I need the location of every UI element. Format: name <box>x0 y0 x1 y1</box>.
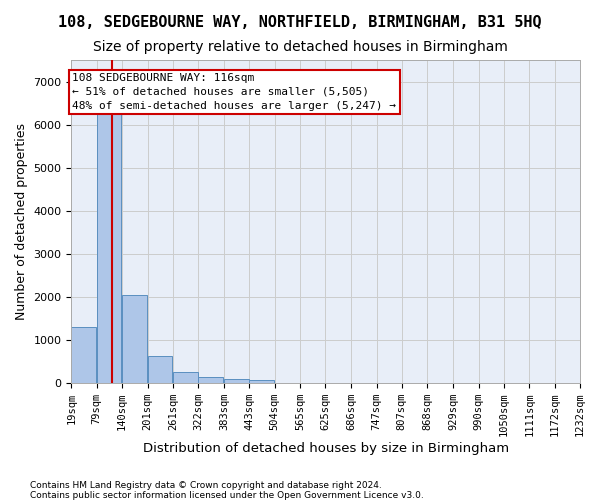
Bar <box>148 356 172 383</box>
Bar <box>122 294 147 383</box>
Bar <box>173 372 197 383</box>
Text: 108, SEDGEBOURNE WAY, NORTHFIELD, BIRMINGHAM, B31 5HQ: 108, SEDGEBOURNE WAY, NORTHFIELD, BIRMIN… <box>58 15 542 30</box>
Y-axis label: Number of detached properties: Number of detached properties <box>15 123 28 320</box>
X-axis label: Distribution of detached houses by size in Birmingham: Distribution of detached houses by size … <box>143 442 509 455</box>
Text: Contains HM Land Registry data © Crown copyright and database right 2024.: Contains HM Land Registry data © Crown c… <box>30 481 382 490</box>
Bar <box>224 379 248 383</box>
Bar <box>71 327 96 383</box>
Text: Size of property relative to detached houses in Birmingham: Size of property relative to detached ho… <box>92 40 508 54</box>
Bar <box>249 380 274 383</box>
Text: 108 SEDGEBOURNE WAY: 116sqm
← 51% of detached houses are smaller (5,505)
48% of : 108 SEDGEBOURNE WAY: 116sqm ← 51% of det… <box>72 73 396 111</box>
Text: Contains public sector information licensed under the Open Government Licence v3: Contains public sector information licen… <box>30 491 424 500</box>
Bar <box>199 378 223 383</box>
Bar <box>97 103 121 383</box>
